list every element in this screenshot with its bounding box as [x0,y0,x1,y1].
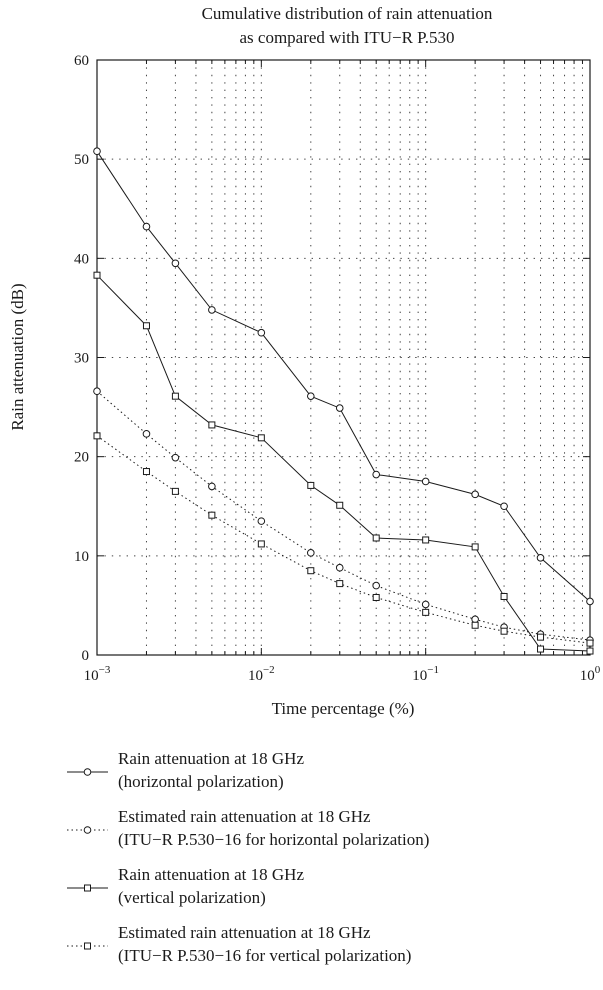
y-tick-label: 30 [74,351,89,367]
y-tick-label: 50 [74,152,89,168]
legend-item-2: Estimated rain attenuation at 18 GHz (ITU… [67,807,429,849]
legend-swatch-marker [83,826,92,834]
series-4-point [422,608,430,616]
legend-item-1: Rain attenuation at 18 GHz (horizontal po… [67,749,304,791]
grid [97,60,590,655]
legend-swatch-marker [83,768,92,776]
legend: Rain attenuation at 18 GHz (horizontal po… [67,749,429,965]
x-tick-label: 10−2 [248,664,275,684]
series-4-point [257,540,265,548]
y-tick-label: 40 [74,251,89,267]
series-3-point [257,434,265,442]
series-1-point [307,392,315,400]
legend-swatch-marker [84,884,91,892]
legend-swatch-marker [84,942,91,950]
x-tick-label: 10−1 [412,664,439,684]
series-2-point [208,482,216,491]
series-3-point [500,592,508,600]
series-2-point [471,615,479,624]
chart-title-line-1: Cumulative distribution of rain attenuat… [202,4,493,23]
series-2-point [171,453,180,462]
series-layer [93,147,594,655]
legend-label: Estimated rain attenuation at 18 GHz [118,807,371,826]
series-3-point [208,421,216,429]
series-3 [93,271,594,655]
series-1-point [208,306,216,314]
x-tick-label: 100 [580,664,601,684]
series-4-point [208,511,216,519]
axis-ticks: 0 10 20 30 40 50 60 10−3 10−2 10−1 100 [74,53,601,684]
series-4-point [500,627,508,635]
legend-item-3: Rain attenuation at 18 GHz (vertical pola… [67,865,304,907]
series-1-point [586,597,594,606]
series-4-point [537,633,545,641]
series-4-point [586,639,594,647]
series-1-point [536,554,545,562]
series-3-point [307,481,315,489]
series-1-point [93,147,101,156]
chart-title-line-2: as compared with ITU−R P.530 [240,28,455,47]
series-4-point [372,593,380,601]
series-3-point [537,645,545,653]
series-2-point [421,600,430,609]
plot-frame [96,59,591,656]
series-4-point [336,580,344,588]
series-3-point [471,543,479,551]
series-4-point [93,432,101,440]
legend-label: (ITU−R P.530−16 for vertical polarizatio… [118,946,411,965]
series-3-point [422,536,430,544]
legend-label: Estimated rain attenuation at 18 GHz [118,923,371,942]
series-2-point [142,430,151,438]
series-2-point [335,563,344,572]
legend-label: (vertical polarization) [118,888,266,907]
series-2-point [372,581,380,590]
series-3-point [93,271,101,279]
series-1-point [335,404,344,412]
series-1-point [142,222,151,231]
chart-title: Cumulative distribution of rain attenuat… [202,4,493,47]
series-1-line [96,150,591,602]
series-1 [93,147,594,606]
series-1-point [471,490,479,499]
y-tick-label: 0 [82,648,90,664]
series-2-point [307,549,315,557]
y-axis-label: Rain attenuation (dB) [8,283,27,430]
series-3-line [96,274,591,652]
series-2-point [93,387,101,396]
legend-label: Rain attenuation at 18 GHz [118,865,304,884]
series-2-line [96,390,591,641]
series-1-point [372,470,380,479]
series-3-point [142,322,150,330]
series-4-point [307,567,315,575]
series-1-point [421,477,430,486]
legend-label: (horizontal polarization) [118,772,284,791]
series-1-point [171,259,180,268]
series-3-point [336,501,344,509]
legend-label: (ITU−R P.530−16 for horizontal polarizat… [118,830,429,849]
series-1-point [257,328,266,337]
series-4-point [471,621,479,629]
y-tick-label: 20 [74,450,89,466]
y-tick-label: 60 [74,53,89,69]
series-4-point [171,487,179,495]
series-4 [93,432,594,647]
x-tick-label: 10−3 [84,664,111,684]
series-3-point [171,392,179,400]
series-2 [93,387,594,644]
legend-label: Rain attenuation at 18 GHz [118,749,304,768]
x-axis-label: Time percentage (%) [272,699,415,718]
series-4-line [96,435,591,644]
y-tick-label: 10 [74,549,89,565]
series-4-point [142,468,150,476]
series-3-point [372,534,380,542]
series-3-point [586,647,594,655]
legend-item-4: Estimated rain attenuation at 18 GHz (ITU… [67,923,411,965]
series-1-point [500,502,508,511]
series-2-point [257,517,266,525]
